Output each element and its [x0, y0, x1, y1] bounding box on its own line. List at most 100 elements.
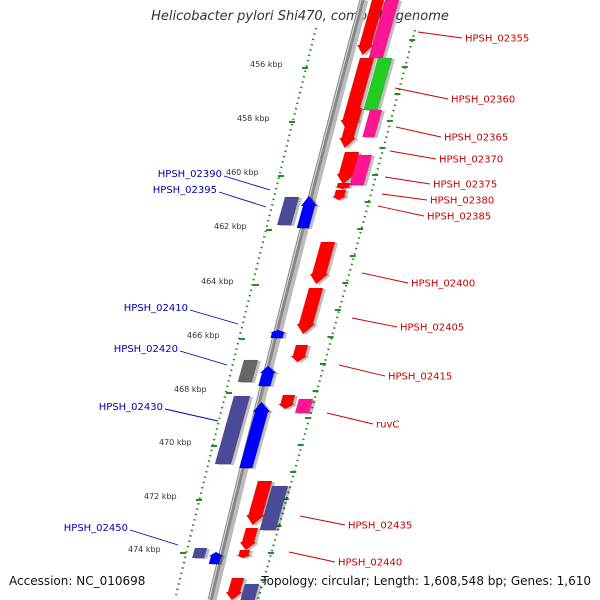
gene-HPSH_02365: [339, 107, 365, 149]
leader-line: [299, 515, 346, 526]
gene-HPSH_02435: [245, 480, 275, 526]
gene-label-HPSH_02380: HPSH_02380: [430, 196, 494, 207]
leader-line: [189, 309, 239, 325]
gene-HPSH_02400: [309, 241, 338, 285]
right-ruler-track: [256, 29, 417, 600]
gene-ruvC: [277, 394, 298, 410]
tick-label: 460 kbp: [226, 168, 259, 177]
leader-line: [288, 551, 336, 563]
gene-HPSH_02430: [214, 395, 253, 465]
tick-label: 462 kbp: [214, 222, 247, 231]
gene-HPSH_02415: [290, 344, 311, 363]
gene-label-HPSH_02450: HPSH_02450: [64, 523, 128, 534]
gene-HPSH_02430b: [238, 401, 273, 469]
feature-shape: [191, 547, 208, 559]
feature-shape: [225, 577, 245, 600]
feature-shape: [290, 344, 309, 363]
feature-shape: [334, 182, 351, 190]
feature-shape: [349, 154, 373, 186]
feature-shape: [207, 551, 225, 565]
tick-label: 466 kbp: [187, 331, 220, 340]
feature-shape: [294, 398, 314, 414]
gene-label-HPSH_02385: HPSH_02385: [427, 212, 491, 223]
gene-label-HPSH_02405: HPSH_02405: [400, 323, 464, 334]
leader-line: [351, 317, 398, 328]
gene-label-HPSH_02435: HPSH_02435: [348, 521, 412, 532]
genome-backbone: [207, 0, 365, 600]
gene-label-ruvC: ruvC: [376, 420, 399, 431]
gene-label-HPSH_02390: HPSH_02390: [158, 169, 222, 180]
feature-shape: [276, 196, 300, 226]
gene-label-HPSH_02370: HPSH_02370: [439, 155, 503, 166]
tick-label: 472 kbp: [144, 492, 177, 501]
leader-line: [377, 205, 425, 217]
feature-shape: [277, 394, 296, 410]
feature-shape: [296, 287, 324, 335]
gene-label-HPSH_02355: HPSH_02355: [465, 34, 529, 45]
gene-HPSH_02405: [296, 287, 326, 335]
tick-label: 474 kbp: [128, 545, 161, 554]
gene-label-HPSH_02395: HPSH_02395: [153, 185, 217, 196]
leader-line: [218, 191, 267, 208]
gene-HPSH_02450b: [207, 551, 226, 565]
feature-shape: [238, 401, 271, 469]
feature-shape: [296, 195, 318, 229]
leader-line: [179, 350, 228, 366]
feature-shape: [257, 365, 277, 387]
leader-line: [361, 272, 409, 284]
gene-HPSH_02420: [237, 359, 261, 383]
tick-label: 470 kbp: [159, 438, 192, 447]
leader-line: [417, 31, 463, 39]
tick-label: 464 kbp: [201, 277, 234, 286]
feature-shape: [245, 480, 273, 526]
gene-label-HPSH_02365: HPSH_02365: [444, 133, 508, 144]
gene-HPSH_02355: [356, 0, 387, 56]
feature-shape: [331, 189, 347, 201]
feature-shape: [239, 527, 259, 551]
feature-pink-02370: [349, 154, 375, 186]
feature-shape: [259, 485, 289, 531]
leader-line: [129, 529, 179, 546]
gene-HPSH_02450: [191, 547, 210, 559]
backbone-highlight: [208, 0, 362, 600]
leader-line: [223, 175, 271, 191]
feature-pink-02365: [362, 109, 385, 138]
topology-text: Topology: circular; Length: 1,608,548 bp…: [261, 574, 591, 588]
tick-label: 468 kbp: [174, 385, 207, 394]
gene-HPSH_02410: [269, 329, 289, 339]
feature-shape: [240, 583, 260, 600]
feature-purple-02435: [259, 485, 291, 531]
gene-HPSH_02440: [239, 527, 261, 551]
leader-line: [338, 364, 386, 377]
gene-label-HPSH_02430: HPSH_02430: [99, 402, 163, 413]
gene-HPSH_02385: [331, 189, 350, 201]
tick-label: 458 kbp: [237, 114, 270, 123]
leader-line: [164, 408, 219, 422]
leader-line: [395, 126, 442, 138]
leader-line: [381, 193, 428, 201]
backbone-shadow: [209, 0, 369, 600]
gene-label-HPSH_02415: HPSH_02415: [388, 372, 452, 383]
gene-small-474: [236, 549, 254, 559]
accession-text: Accession: NC_010698: [9, 574, 146, 588]
tick-label: 456 kbp: [250, 60, 283, 69]
gene-HPSH_02390: [276, 196, 302, 226]
feature-shape: [309, 241, 336, 285]
feature-shape: [237, 359, 259, 383]
gene-label-HPSH_02400: HPSH_02400: [411, 279, 475, 290]
gene-label-HPSH_02375: HPSH_02375: [433, 180, 497, 191]
leader-line: [394, 87, 449, 100]
feature-shape: [339, 107, 363, 149]
feature-shape: [269, 329, 287, 339]
gene-label-HPSH_02440: HPSH_02440: [338, 558, 402, 569]
gene-HPSH_02395: [296, 195, 320, 229]
gene-label-HPSH_02420: HPSH_02420: [114, 344, 178, 355]
feature-shape: [214, 395, 251, 465]
gene-label-HPSH_02360: HPSH_02360: [451, 95, 515, 106]
leader-line: [384, 176, 431, 185]
feature-pink-ruvC: [294, 398, 316, 414]
feature-shape: [236, 549, 251, 559]
leader-line: [326, 412, 374, 425]
leader-line: [389, 150, 437, 160]
